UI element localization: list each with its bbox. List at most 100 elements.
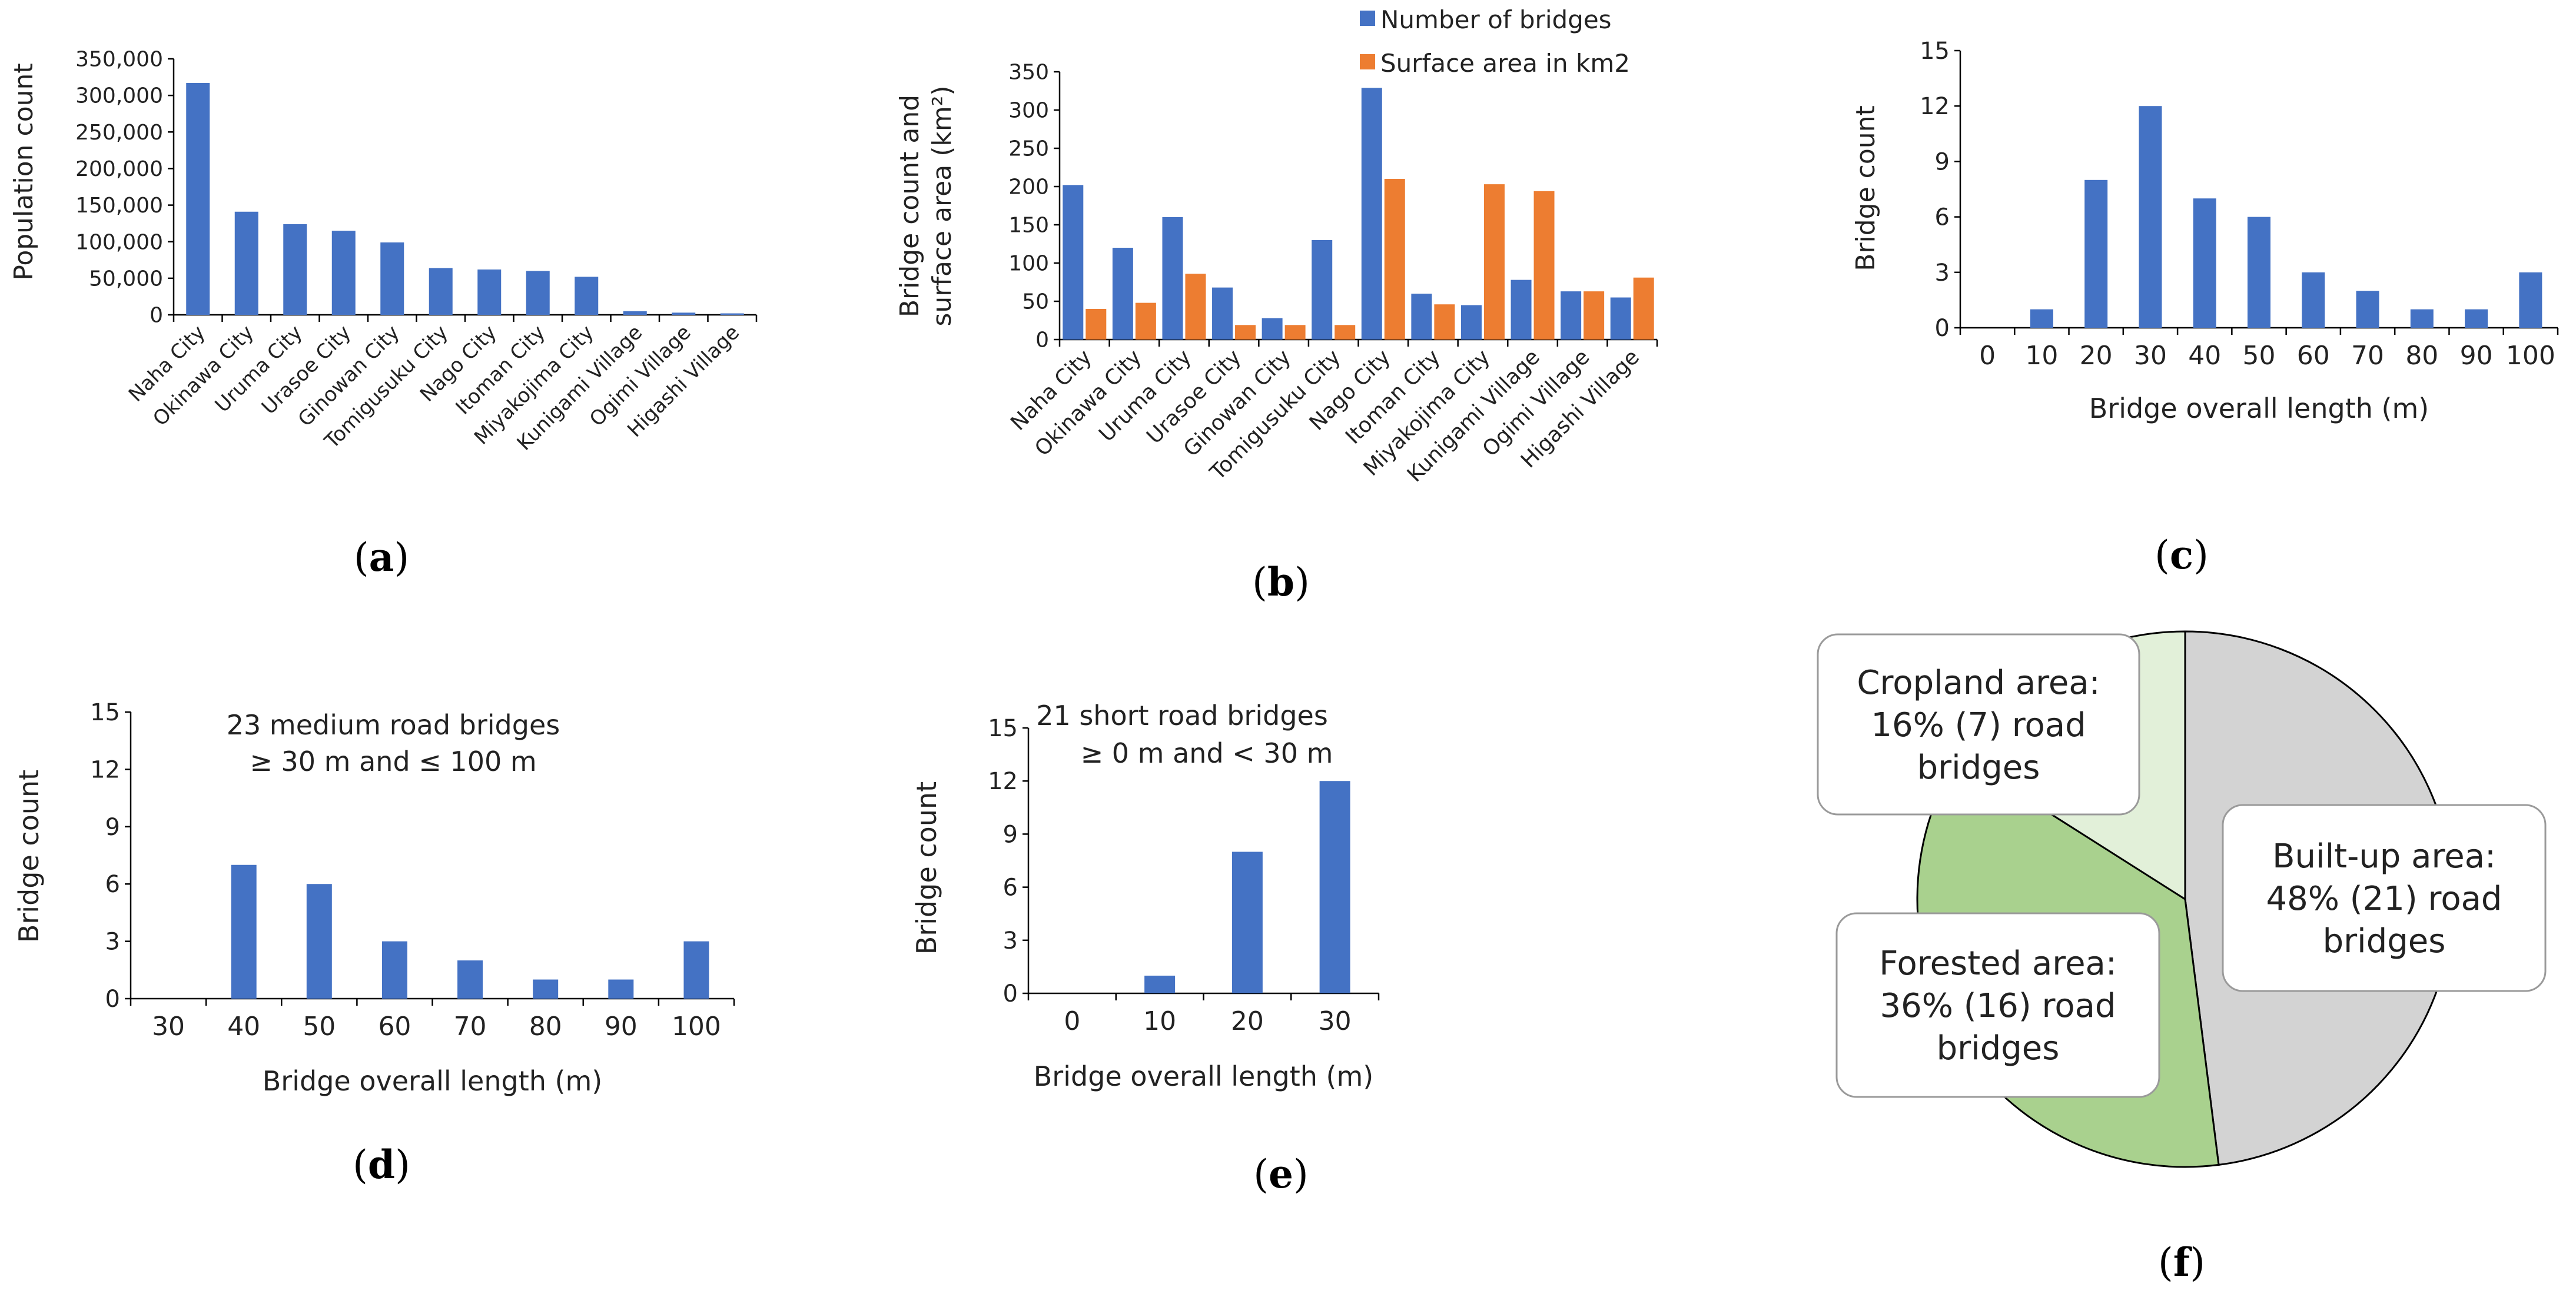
bar — [720, 313, 744, 315]
y-tick-label: 9 — [1935, 148, 1950, 175]
bar — [2465, 309, 2488, 328]
legend-swatch — [1360, 54, 1375, 69]
bar — [2356, 291, 2379, 328]
y-tick-label: 200,000 — [75, 157, 163, 181]
bar — [2410, 309, 2434, 328]
bar — [234, 211, 258, 315]
caption-b: (b) — [1252, 559, 1310, 605]
x-tick-label: 10 — [2025, 341, 2058, 371]
x-tick-label: 90 — [605, 1012, 638, 1042]
bar — [623, 311, 647, 315]
caption-e: (e) — [1253, 1151, 1309, 1197]
bar — [429, 268, 453, 315]
y-axis-label: Bridge count — [13, 770, 45, 943]
y-tick-label: 12 — [90, 756, 120, 783]
x-tick-label: 80 — [2405, 341, 2438, 371]
x-tick-label: 60 — [2297, 341, 2330, 371]
y-tick-label: 250,000 — [75, 121, 163, 145]
chart-a: 0 50,000 100,000 150,000 200,000 250,000 300,0… — [9, 48, 758, 455]
chart-c: 0 3 6 9 12 15 0 10 20 30 40 50 60 70 80 90 100 Bridge cou… — [1851, 38, 2559, 424]
bar — [1335, 325, 1356, 340]
pie-label: Forested area: — [1879, 945, 2116, 983]
bar — [533, 979, 559, 999]
pie-label-box — [1835, 912, 2160, 1098]
annotation-e-line1: 21 short road bridges — [1036, 700, 1328, 731]
bar — [2084, 179, 2108, 328]
bar — [526, 271, 550, 315]
y-tick-label: 100,000 — [75, 230, 163, 254]
bar — [575, 277, 599, 315]
x-axis-label: Bridge overall length (m) — [263, 1065, 602, 1097]
bar — [1212, 287, 1233, 340]
y-axis-label: Bridge count and — [895, 95, 925, 317]
y-tick-label: 3 — [105, 929, 120, 956]
y-tick-label: 12 — [1920, 93, 1950, 120]
bar — [1162, 217, 1183, 340]
bar — [1185, 274, 1206, 340]
x-tick-label: 50 — [2243, 341, 2276, 371]
bar — [1384, 179, 1405, 340]
y-tick-label: 50,000 — [89, 267, 163, 291]
caption-c: (c) — [2155, 532, 2209, 578]
x-tick-label: 40 — [2188, 341, 2221, 371]
y-tick-label: 3 — [1935, 260, 1950, 287]
bar — [457, 960, 483, 999]
bar — [1063, 185, 1084, 340]
bar — [1584, 291, 1605, 340]
x-tick-label: 100 — [2506, 341, 2555, 371]
bar — [1319, 781, 1350, 993]
legend-swatch — [1360, 11, 1375, 26]
bar — [1085, 309, 1107, 340]
y-tick-label: 350,000 — [75, 48, 163, 72]
bar — [306, 884, 332, 999]
pie-label: 16% (7) road — [1871, 706, 2086, 744]
y-tick-label: 9 — [105, 814, 120, 841]
y-axis-label: Bridge count — [911, 781, 942, 955]
annotation-e-line2: ≥ 0 m and < 30 m — [1081, 737, 1333, 769]
y-tick-label: 6 — [105, 871, 120, 898]
y-axis-label: surface area (km²) — [927, 85, 957, 326]
bar — [2139, 106, 2162, 328]
y-tick-label: 3 — [1003, 927, 1018, 955]
x-tick-label: 30 — [2134, 341, 2167, 371]
pie-label: Cropland area: — [1857, 664, 2100, 702]
y-axis-label: Population count — [9, 63, 39, 280]
bar — [2030, 309, 2053, 328]
bar — [1284, 325, 1306, 340]
bar — [1235, 325, 1256, 340]
y-tick-label: 15 — [1920, 38, 1950, 65]
y-tick-label: 50 — [1022, 290, 1049, 314]
bar — [1135, 302, 1156, 340]
y-tick-label: 300 — [1008, 99, 1049, 123]
y-tick-label: 150,000 — [75, 194, 163, 218]
bar — [1633, 277, 1654, 340]
y-tick-label: 15 — [988, 715, 1018, 742]
x-tick-label: 0 — [1979, 341, 1996, 371]
y-tick-label: 12 — [988, 768, 1018, 795]
bar — [1511, 280, 1532, 340]
y-tick-label: 200 — [1008, 175, 1049, 199]
bar — [1533, 191, 1555, 340]
x-tick-label: 80 — [529, 1012, 562, 1042]
pie-label: bridges — [1937, 1029, 2060, 1067]
pie-label-box — [2222, 804, 2547, 992]
bar — [683, 941, 709, 999]
chart-e: 0 3 6 9 12 15 0 10 20 30 Bridge count Bridge overal… — [911, 715, 1380, 1092]
x-tick-label: 70 — [2351, 341, 2384, 371]
bar — [331, 231, 356, 315]
y-tick-label: 0 — [1003, 980, 1018, 1007]
x-tick-label: 50 — [303, 1012, 336, 1042]
bar — [1561, 291, 1582, 340]
bar — [1312, 240, 1333, 340]
bar — [1262, 318, 1283, 340]
pie-label-box — [1817, 633, 2140, 816]
bar — [2302, 272, 2325, 328]
bar — [672, 312, 696, 315]
y-tick-label: 300,000 — [75, 84, 163, 108]
caption-f: (f) — [2158, 1239, 2205, 1285]
x-tick-label: 10 — [1143, 1006, 1176, 1036]
caption-d: (d) — [353, 1142, 410, 1188]
bar — [1483, 184, 1505, 340]
y-tick-label: 350 — [1008, 61, 1049, 85]
